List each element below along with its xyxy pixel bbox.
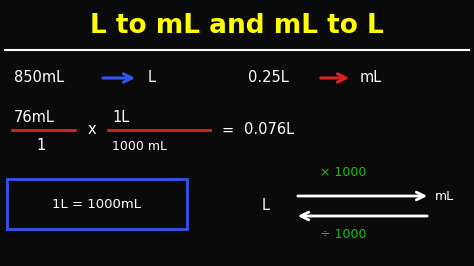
Text: 1000 mL: 1000 mL (112, 139, 167, 152)
Text: 0.076L: 0.076L (244, 123, 294, 138)
Text: 850mL: 850mL (14, 70, 64, 85)
Text: × 1000: × 1000 (320, 165, 366, 178)
Text: x: x (88, 123, 97, 138)
Text: ÷ 1000: ÷ 1000 (320, 228, 366, 242)
Text: 1: 1 (36, 138, 45, 152)
Text: 1L = 1000mL: 1L = 1000mL (53, 197, 142, 210)
Text: =: = (222, 123, 234, 138)
Text: 1L: 1L (112, 110, 129, 126)
Text: mL: mL (360, 70, 382, 85)
Text: L to mL and mL to L: L to mL and mL to L (90, 13, 384, 39)
Text: L: L (148, 70, 156, 85)
Text: L: L (262, 198, 270, 214)
Text: 0.25L: 0.25L (248, 70, 289, 85)
Text: 76mL: 76mL (14, 110, 55, 126)
Text: mL: mL (435, 189, 454, 202)
